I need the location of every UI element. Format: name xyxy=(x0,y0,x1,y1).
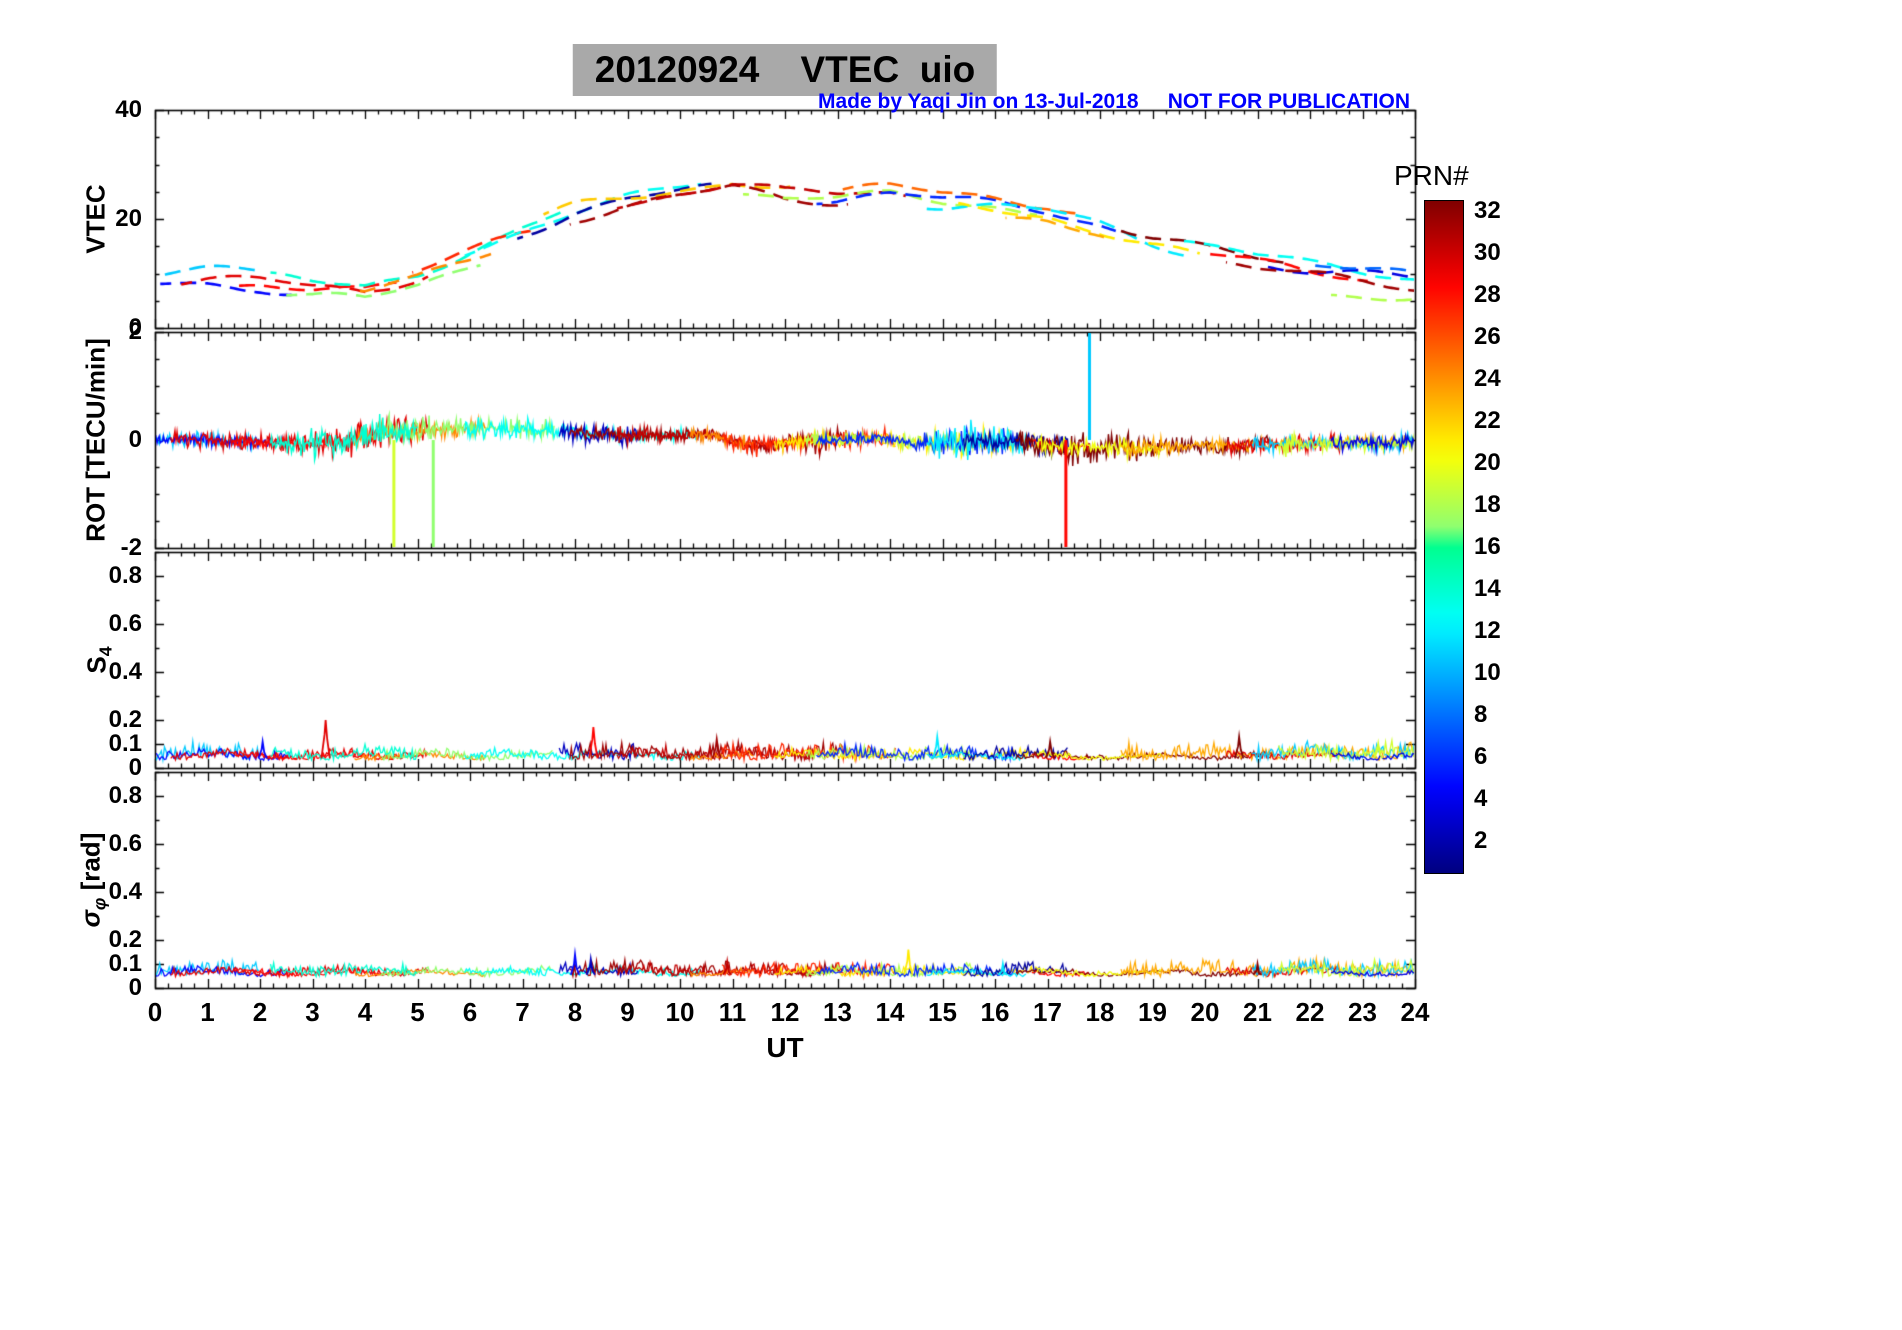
x-tick-label: 4 xyxy=(357,997,373,1027)
y-tick-label: 0.8 xyxy=(108,562,142,589)
colorbar-tick-label: 16 xyxy=(1474,532,1501,560)
y-tick-label: 20 xyxy=(115,205,142,232)
colorbar-tick-label: 12 xyxy=(1474,616,1501,644)
x-tick-label: 23 xyxy=(1348,997,1377,1027)
x-tick-label: 3 xyxy=(305,997,320,1027)
colorbar-tick-label: 22 xyxy=(1474,406,1501,434)
x-tick-label: 12 xyxy=(770,997,800,1027)
x-tick-label: 21 xyxy=(1243,997,1272,1027)
x-tick-label: 20 xyxy=(1190,997,1220,1027)
sigma-label-main: σ xyxy=(75,910,106,928)
x-tick-label: 18 xyxy=(1085,997,1115,1027)
colorbar-tick-label: 28 xyxy=(1474,280,1501,308)
colorbar xyxy=(1424,200,1464,874)
y-tick-label: 2 xyxy=(128,318,142,345)
chart-title: 20120924 VTEC uio xyxy=(572,44,998,96)
y-tick-label: 0.1 xyxy=(108,950,142,977)
x-tick-label: 19 xyxy=(1138,997,1167,1027)
colorbar-tick-label: 14 xyxy=(1474,574,1501,602)
x-tick-label: 7 xyxy=(515,997,530,1027)
x-tick-label: 22 xyxy=(1295,997,1325,1027)
y-tick-label: 0 xyxy=(128,426,142,453)
y-tick-label: 0.8 xyxy=(108,782,142,809)
x-tick-label: 10 xyxy=(665,997,695,1027)
x-tick-label: 15 xyxy=(928,997,957,1027)
colorbar-tick-label: 32 xyxy=(1474,196,1501,224)
x-tick-label: 1 xyxy=(200,997,215,1027)
x-tick-label: 16 xyxy=(980,997,1010,1027)
y-tick-label: 0.2 xyxy=(108,926,142,953)
colorbar-tick-label: 4 xyxy=(1474,784,1488,812)
y-tick-label: 0.6 xyxy=(108,830,142,857)
y-tick-label: 0.6 xyxy=(108,610,142,637)
s4-label-sub: 4 xyxy=(95,646,116,657)
y-tick-label: 0 xyxy=(128,314,142,341)
x-tick-label: 9 xyxy=(620,997,635,1027)
x-tick-label: 14 xyxy=(875,997,905,1027)
x-tick-label: 6 xyxy=(462,997,478,1027)
y-tick-label: 0.4 xyxy=(108,658,142,685)
y-tick-label: 0 xyxy=(128,974,142,1001)
colorbar-tick-label: 6 xyxy=(1474,742,1488,770)
colorbar-tick-label: 20 xyxy=(1474,448,1501,476)
y-tick-label: -2 xyxy=(120,534,142,561)
x-tick-label: 24 xyxy=(1400,997,1430,1027)
x-tick-label: 0 xyxy=(147,997,163,1027)
x-tick-label: 8 xyxy=(567,997,583,1027)
x-tick-label: 2 xyxy=(252,997,268,1027)
colorbar-tick-label: 2 xyxy=(1474,826,1488,854)
made-by-text: Made by Yaqi Jin on 13-Jul-2018 xyxy=(818,90,1139,113)
colorbar-tick-label: 18 xyxy=(1474,490,1501,518)
not-for-publication-text: NOT FOR PUBLICATION xyxy=(1167,90,1410,113)
colorbar-tick-label: 26 xyxy=(1474,322,1501,350)
y-tick-label: 40 xyxy=(115,96,142,123)
y-tick-label: 0 xyxy=(128,754,142,781)
colorbar-tick-label: 30 xyxy=(1474,238,1501,266)
y-tick-label: 0.1 xyxy=(108,730,142,757)
x-tick-label: 17 xyxy=(1033,997,1062,1027)
annotation: Made by Yaqi Jin on 13-Jul-2018 NOT FOR … xyxy=(818,90,1410,114)
x-axis-label: UT xyxy=(766,1032,804,1063)
y-tick-label: 0.4 xyxy=(108,878,142,905)
colorbar-tick-label: 8 xyxy=(1474,700,1488,728)
y-tick-label: 0.2 xyxy=(108,706,142,733)
x-tick-label: 11 xyxy=(718,997,747,1027)
colorbar-tick-label: 24 xyxy=(1474,364,1501,392)
colorbar-tick-label: 10 xyxy=(1474,658,1501,686)
x-tick-label: 5 xyxy=(410,997,425,1027)
x-tick-label: 13 xyxy=(823,997,852,1027)
colorbar-label: PRN# xyxy=(1394,160,1469,191)
